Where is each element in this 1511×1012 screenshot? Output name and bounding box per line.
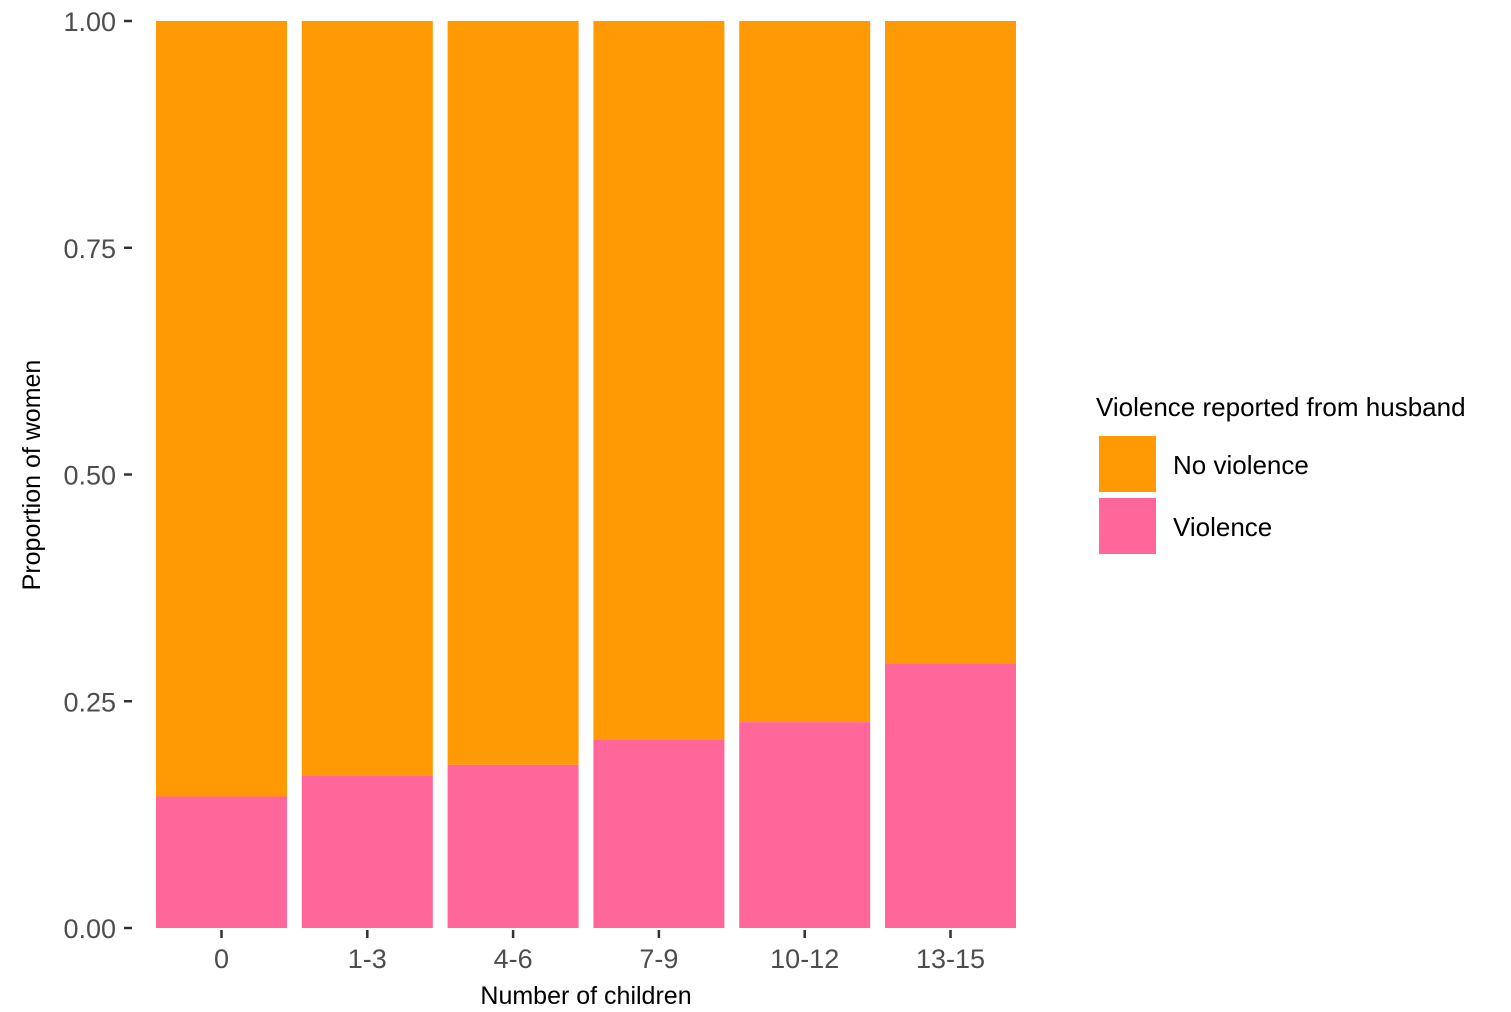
x-axis-title: Number of children <box>480 982 691 1010</box>
bar-violence-13-15 <box>885 663 1016 928</box>
bar-violence-1-3 <box>301 775 433 928</box>
bar-violence-0 <box>156 796 287 928</box>
bar-no-violence-10-12 <box>739 21 871 723</box>
legend-label-violence: Violence <box>1173 512 1272 542</box>
bar-violence-7-9 <box>593 739 725 928</box>
y-axis-title: Proportion of women <box>18 360 46 591</box>
y-axis: 0.00 0.25 0.50 0.75 1.00 <box>63 7 132 944</box>
x-tick-label: 1-3 <box>348 944 387 974</box>
y-tick-label: 1.00 <box>63 7 116 37</box>
y-tick-label: 0.00 <box>63 914 116 944</box>
x-tick-label: 4-6 <box>494 944 533 974</box>
y-tick-label: 0.25 <box>63 687 116 717</box>
legend-label-no-violence: No violence <box>1173 450 1309 480</box>
bar-no-violence-4-6 <box>447 21 579 765</box>
x-tick-label: 10-12 <box>770 944 839 974</box>
y-tick-label: 0.75 <box>63 234 116 264</box>
bar-no-violence-0 <box>156 21 287 797</box>
bar-no-violence-1-3 <box>301 21 433 776</box>
bar-violence-10-12 <box>739 722 871 928</box>
bars-layer <box>156 21 1016 928</box>
bar-no-violence-13-15 <box>885 21 1016 664</box>
legend-title: Violence reported from husband <box>1096 392 1466 422</box>
bar-violence-4-6 <box>447 764 579 928</box>
x-tick-label: 13-15 <box>916 944 985 974</box>
x-tick-label: 0 <box>214 944 229 974</box>
legend-swatch-violence <box>1099 498 1156 554</box>
x-tick-label: 7-9 <box>639 944 678 974</box>
bar-no-violence-7-9 <box>593 21 725 740</box>
legend-swatch-no-violence <box>1099 436 1156 492</box>
legend: Violence reported from husband No violen… <box>1096 392 1466 554</box>
y-tick-label: 0.50 <box>63 461 116 491</box>
x-axis: 0 1-3 4-6 7-9 10-12 13-15 <box>214 930 985 974</box>
